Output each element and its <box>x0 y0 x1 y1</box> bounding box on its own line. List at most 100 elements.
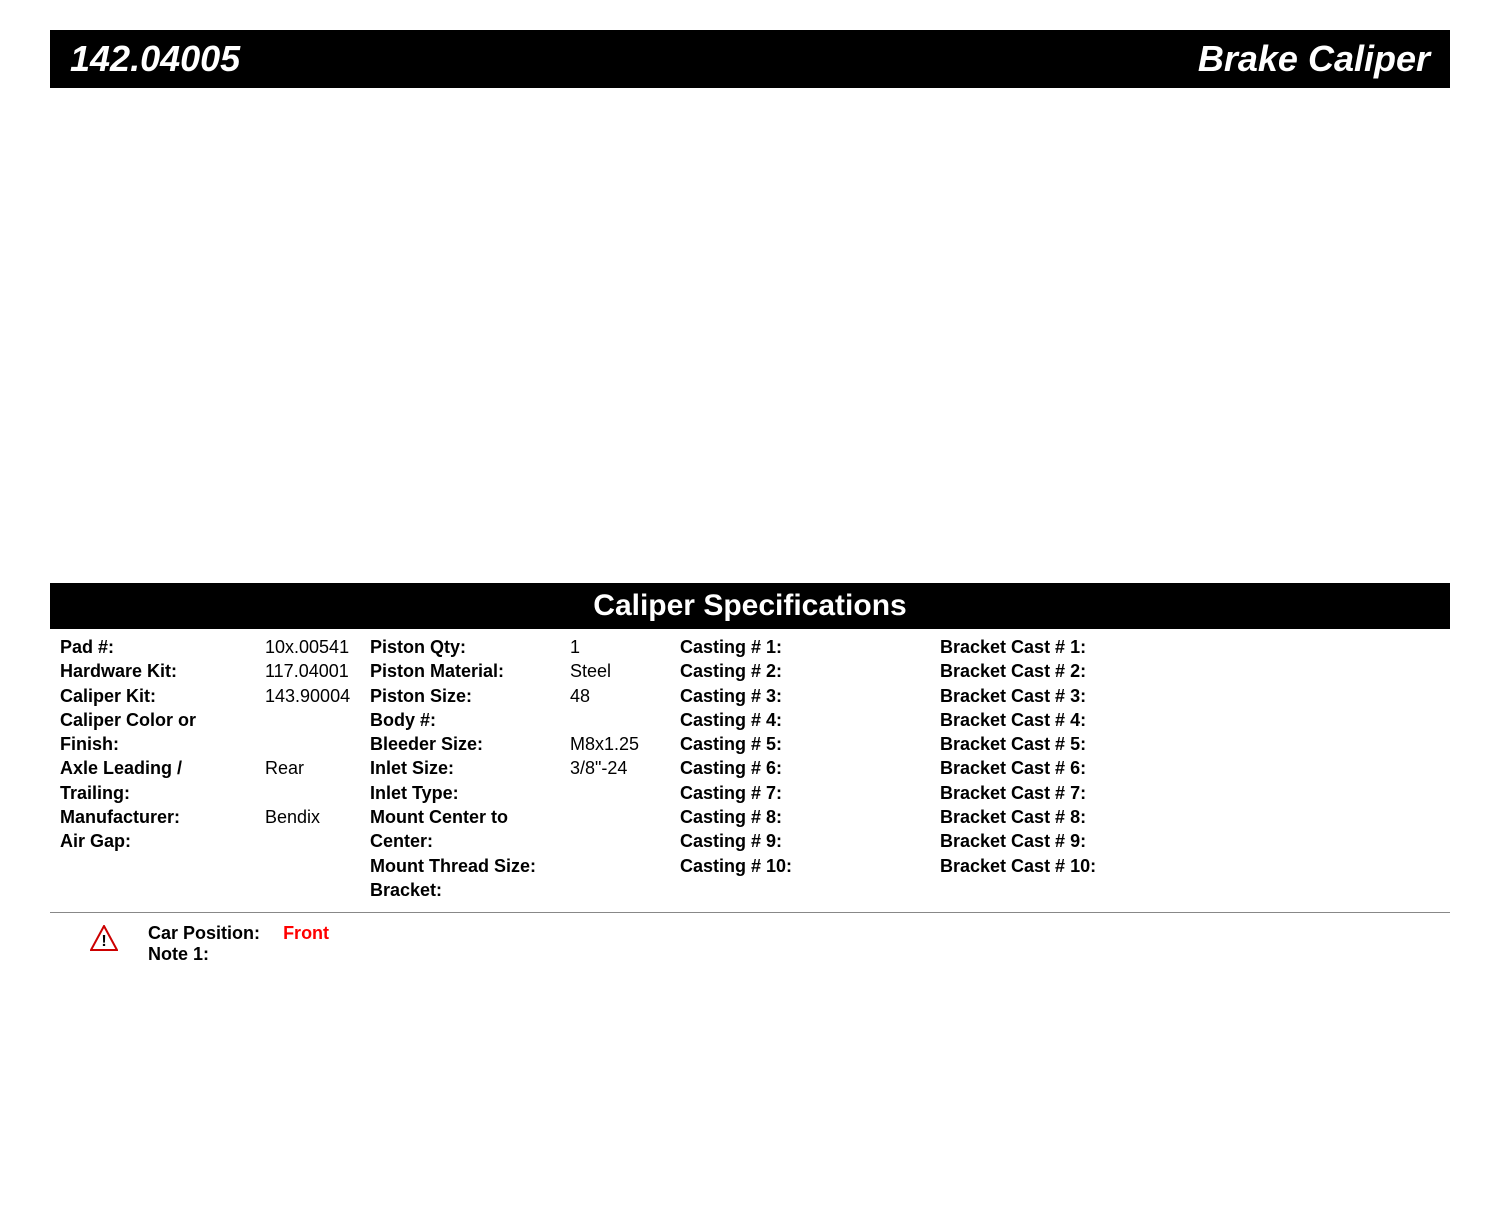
spec-value <box>1094 659 1200 683</box>
spec-row: Casting # 1: <box>680 635 940 659</box>
spec-row: Bracket: <box>370 878 680 902</box>
spec-label: Bracket Cast # 3: <box>940 684 1094 708</box>
spec-label: Casting # 5: <box>680 732 790 756</box>
spec-value: Rear <box>265 756 370 805</box>
spec-row: Caliper Kit:143.90004 <box>60 684 370 708</box>
spec-value <box>800 854 940 878</box>
spec-label: Casting # 8: <box>680 805 790 829</box>
note-row: Note 1: <box>148 944 329 965</box>
spec-label: Bracket Cast # 9: <box>940 829 1094 853</box>
spec-label: Casting # 1: <box>680 635 790 659</box>
spec-row: Bracket Cast # 1: <box>940 635 1200 659</box>
spec-value <box>1094 829 1200 853</box>
spec-label: Bracket Cast # 7: <box>940 781 1094 805</box>
page: 142.04005 Brake Caliper Caliper Specific… <box>0 0 1500 1005</box>
spec-label: Casting # 3: <box>680 684 790 708</box>
spec-row: Casting # 7: <box>680 781 940 805</box>
spec-label: Casting # 4: <box>680 708 790 732</box>
spec-label: Casting # 6: <box>680 756 790 780</box>
image-placeholder <box>50 88 1450 583</box>
spec-row: Casting # 9: <box>680 829 940 853</box>
spec-value <box>570 854 680 878</box>
spec-value: 10x.00541 <box>265 635 370 659</box>
spec-label: Bracket Cast # 4: <box>940 708 1094 732</box>
spec-label: Casting # 10: <box>680 854 800 878</box>
spec-row: Piston Material:Steel <box>370 659 680 683</box>
spec-row: Manufacturer:Bendix <box>60 805 370 829</box>
spec-value <box>570 878 680 902</box>
car-position-row: Car Position: Front <box>148 923 329 944</box>
spec-value <box>790 635 940 659</box>
spec-label: Piston Material: <box>370 659 570 683</box>
spec-row: Casting # 5: <box>680 732 940 756</box>
spec-row: Bracket Cast # 8: <box>940 805 1200 829</box>
svg-text:!: ! <box>101 933 106 950</box>
spec-row: Body #: <box>370 708 680 732</box>
spec-row: Hardware Kit:117.04001 <box>60 659 370 683</box>
spec-row: Pad #:10x.00541 <box>60 635 370 659</box>
spec-row: Bracket Cast # 6: <box>940 756 1200 780</box>
spec-row: Bracket Cast # 5: <box>940 732 1200 756</box>
product-title: Brake Caliper <box>1198 38 1430 80</box>
spec-value <box>1094 684 1200 708</box>
header-bar: 142.04005 Brake Caliper <box>50 30 1450 88</box>
specs-col-3: Casting # 1:Casting # 2:Casting # 3:Cast… <box>680 635 940 902</box>
spec-label: Bracket Cast # 1: <box>940 635 1094 659</box>
spec-value <box>570 708 680 732</box>
spec-value: M8x1.25 <box>570 732 680 756</box>
spec-label: Body #: <box>370 708 570 732</box>
spec-row: Bleeder Size:M8x1.25 <box>370 732 680 756</box>
note-label: Note 1: <box>148 944 217 964</box>
spec-label: Bracket: <box>370 878 570 902</box>
specs-col-1: Pad #:10x.00541Hardware Kit:117.04001Cal… <box>60 635 370 902</box>
spec-label: Mount Thread Size: <box>370 854 570 878</box>
spec-row: Air Gap: <box>60 829 370 853</box>
spec-row: Bracket Cast # 2: <box>940 659 1200 683</box>
spec-value <box>1094 708 1200 732</box>
spec-row: Casting # 3: <box>680 684 940 708</box>
spec-label: Bracket Cast # 8: <box>940 805 1094 829</box>
specs-col-2: Piston Qty:1Piston Material:SteelPiston … <box>370 635 680 902</box>
spec-row: Caliper Color or Finish: <box>60 708 370 757</box>
spec-value <box>790 781 940 805</box>
spec-row: Inlet Type: <box>370 781 680 805</box>
spec-label: Inlet Size: <box>370 756 570 780</box>
part-number: 142.04005 <box>70 38 240 80</box>
spec-value <box>1094 756 1200 780</box>
spec-row: Casting # 4: <box>680 708 940 732</box>
spec-label: Axle Leading / Trailing: <box>60 756 265 805</box>
spec-value <box>790 805 940 829</box>
spec-label: Bracket Cast # 6: <box>940 756 1094 780</box>
spec-row: Piston Qty:1 <box>370 635 680 659</box>
spec-label: Casting # 7: <box>680 781 790 805</box>
spec-label: Piston Qty: <box>370 635 570 659</box>
spec-row: Casting # 10: <box>680 854 940 878</box>
spec-value <box>790 708 940 732</box>
spec-row: Bracket Cast # 4: <box>940 708 1200 732</box>
spec-label: Mount Center to Center: <box>370 805 570 854</box>
spec-value <box>790 684 940 708</box>
spec-value <box>1094 732 1200 756</box>
spec-row: Casting # 8: <box>680 805 940 829</box>
spec-value <box>1094 781 1200 805</box>
spec-row: Bracket Cast # 9: <box>940 829 1200 853</box>
spec-value <box>265 829 370 853</box>
spec-label: Bracket Cast # 10: <box>940 854 1104 878</box>
footer-notes: ! Car Position: Front Note 1: <box>50 913 1450 975</box>
spec-label: Caliper Kit: <box>60 684 265 708</box>
spec-row: Mount Center to Center: <box>370 805 680 854</box>
spec-value: Bendix <box>265 805 370 829</box>
spec-label: Bleeder Size: <box>370 732 570 756</box>
spec-label: Piston Size: <box>370 684 570 708</box>
spec-value: 143.90004 <box>265 684 370 708</box>
spec-label: Caliper Color or Finish: <box>60 708 265 757</box>
spec-value <box>1094 805 1200 829</box>
car-position-value: Front <box>283 923 329 943</box>
spec-label: Bracket Cast # 5: <box>940 732 1094 756</box>
spec-value <box>265 708 370 757</box>
spec-value <box>1104 854 1200 878</box>
spec-value: 48 <box>570 684 680 708</box>
spec-row: Bracket Cast # 10: <box>940 854 1200 878</box>
spec-label: Pad #: <box>60 635 265 659</box>
spec-row: Axle Leading / Trailing:Rear <box>60 756 370 805</box>
